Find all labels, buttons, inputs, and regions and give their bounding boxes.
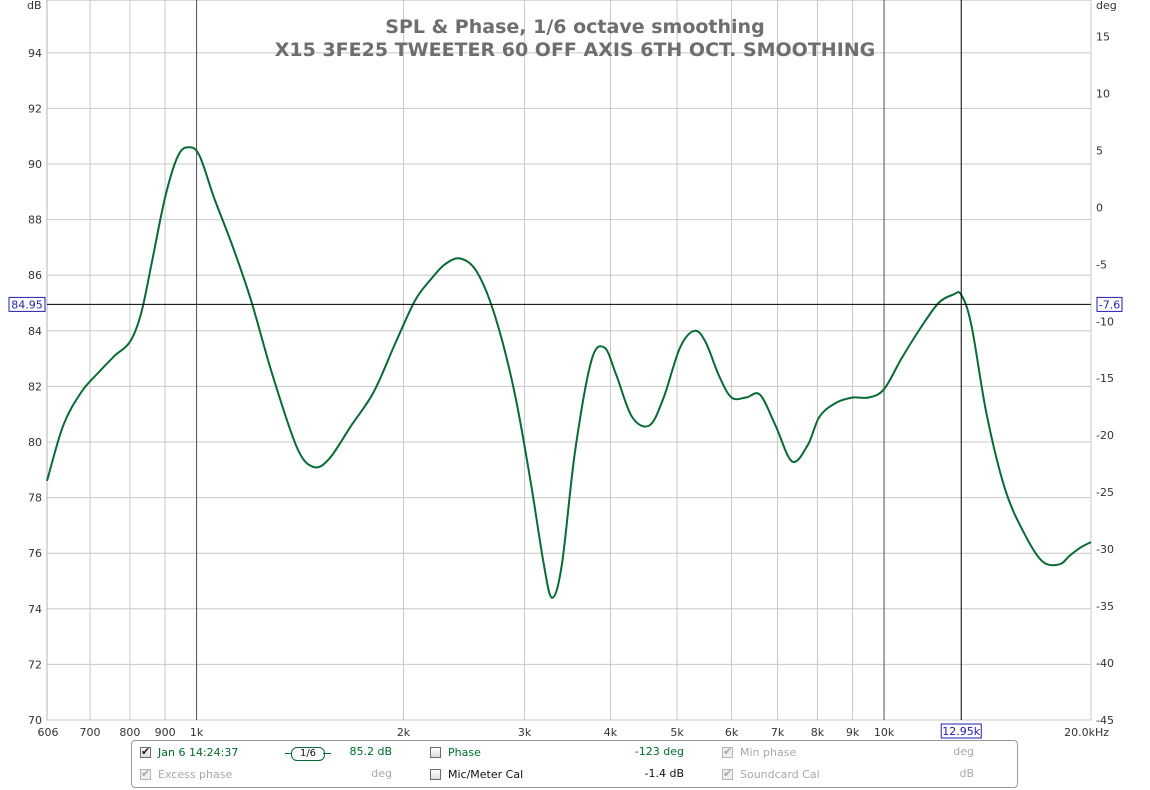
y-right-tick-label: -30	[1096, 543, 1114, 556]
smoothing-label: 1/6	[299, 748, 317, 759]
plot-area	[46, 0, 1092, 721]
chart-subtitle: X15 3FE25 TWEETER 60 OFF AXIS 6TH OCT. S…	[275, 39, 876, 61]
cursor-x-readout-box	[940, 723, 982, 739]
excess-phase-checkbox: ✔	[140, 767, 151, 780]
x-tick-label: 9k	[846, 726, 860, 739]
phase-label: Phase	[448, 746, 481, 759]
soundcard-cal-value: dB	[959, 767, 974, 780]
y-tick-label: 74	[28, 603, 42, 616]
x-tick-label: 10k	[874, 726, 895, 739]
y-axis-right-label: deg	[1096, 0, 1117, 12]
y-tick-label: 92	[28, 102, 42, 115]
phase-checkbox[interactable]	[430, 747, 441, 758]
x-tick-label: 2k	[397, 726, 411, 739]
smoothing-button[interactable]: 1/6	[291, 747, 325, 761]
y-right-tick-label: -15	[1096, 372, 1114, 385]
y-right-tick-label: -45	[1096, 714, 1114, 727]
x-tick-label: 7k	[771, 726, 785, 739]
mic-cal-value: -1.4 dB	[644, 767, 685, 780]
check-mark-icon: ✔	[723, 745, 733, 758]
legend-panel: ✔ Jan 6 14:24:37 1/6 85.2 dB Phase -123 …	[131, 740, 1018, 788]
y-tick-label: 78	[28, 492, 42, 505]
y-right-tick-label: -20	[1096, 429, 1114, 442]
y-right-tick-label: 15	[1096, 30, 1110, 43]
y-right-tick-label: 0	[1096, 201, 1103, 214]
x-tick-label: 606	[38, 726, 59, 739]
check-mark-icon: ✔	[723, 767, 733, 780]
y-tick-label: 94	[28, 47, 42, 60]
chart-title: SPL & Phase, 1/6 octave smoothing	[385, 16, 764, 38]
y-tick-label: 70	[28, 714, 42, 727]
y-tick-label: 90	[28, 158, 42, 171]
x-tick-label: 8k	[811, 726, 825, 739]
excess-phase-value: deg	[371, 767, 392, 780]
y-tick-label: 88	[28, 214, 42, 227]
min-phase-checkbox: ✔	[722, 745, 733, 758]
y-right-tick-label: 5	[1096, 144, 1103, 157]
x-tick-label: 700	[80, 726, 101, 739]
check-mark-icon: ✔	[141, 767, 151, 780]
x-tick-label: 800	[119, 726, 140, 739]
min-phase-label: Min phase	[740, 746, 797, 759]
mic-cal-checkbox[interactable]	[430, 769, 441, 780]
y-axis-left-label: dB	[27, 0, 42, 12]
min-phase-value: deg	[953, 745, 974, 758]
cursor-y-right-readout: -7.6	[1099, 298, 1120, 311]
y-right-tick-label: 10	[1096, 87, 1110, 100]
check-mark-icon: ✔	[141, 745, 151, 758]
y-right-tick-label: -25	[1096, 486, 1114, 499]
measurement-name: Jan 6 14:24:37	[158, 746, 239, 759]
grid-lines	[47, 0, 1092, 721]
y-tick-label: 72	[28, 658, 42, 671]
y-right-tick-label: -35	[1096, 600, 1114, 613]
y-tick-label: 80	[28, 436, 42, 449]
trace-swatch-right	[323, 753, 331, 754]
tick-labels: 606 700 800 900 1k 2k 3k 4k 5k 6k 7k 8k 9k 10k 20.0kHz…	[28, 30, 1114, 739]
soundcard-cal-label: Soundcard Cal	[740, 768, 820, 781]
y-tick-label: 84	[28, 325, 42, 338]
x-tick-label: 3k	[518, 726, 532, 739]
phase-value: -123 deg	[634, 745, 684, 758]
y-right-tick-label: -40	[1096, 657, 1114, 670]
soundcard-cal-checkbox: ✔	[722, 767, 733, 780]
x-tick-label: 4k	[604, 726, 618, 739]
y-right-tick-label: -10	[1096, 315, 1114, 328]
mic-cal-label: Mic/Meter Cal	[448, 768, 524, 781]
spl-value: 85.2 dB	[349, 745, 392, 758]
cursor[interactable]: 84.95 -7.6 12.95k	[8, 0, 1123, 739]
x-tick-label: 20.0kHz	[1064, 726, 1109, 739]
chart-marks	[46, 146, 1092, 599]
x-tick-label: 5k	[670, 726, 684, 739]
trace-swatch-left	[285, 753, 293, 754]
cursor-x-readout: 12.95k	[942, 725, 980, 738]
y-right-tick-label: -5	[1096, 258, 1107, 271]
cursor-y-right-readout-box	[1096, 296, 1123, 312]
excess-phase-label: Excess phase	[158, 768, 233, 781]
cursor-y-readout: 84.95	[11, 298, 43, 311]
x-tick-label: 6k	[725, 726, 739, 739]
y-tick-label: 76	[28, 547, 42, 560]
y-tick-label: 86	[28, 269, 42, 282]
x-tick-label: 900	[155, 726, 176, 739]
cursor-y-readout-box	[8, 296, 46, 312]
y-tick-label: 82	[28, 380, 42, 393]
measurement-checkbox[interactable]: ✔	[140, 745, 151, 758]
x-tick-label: 1k	[190, 726, 204, 739]
spl-trace-line	[46, 146, 1092, 599]
